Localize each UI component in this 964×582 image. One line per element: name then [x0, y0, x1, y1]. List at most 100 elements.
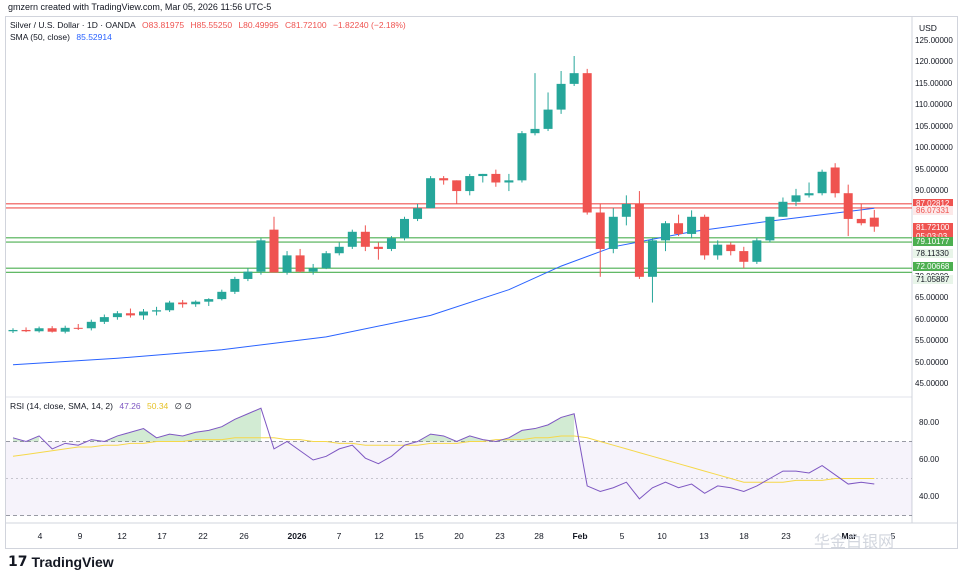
- price-tick-label: 110.00000: [915, 100, 953, 110]
- candle-body: [373, 246, 383, 249]
- time-tick-label: 23: [495, 531, 505, 541]
- ohlc-close: C81.72100: [285, 20, 327, 30]
- candle-body: [99, 317, 109, 322]
- price-tick-label: 125.00000: [915, 36, 953, 45]
- candle-body: [269, 229, 279, 273]
- candle-body: [400, 218, 409, 239]
- support-tag: 71.05887: [913, 275, 953, 285]
- sma-label: SMA (50, close): [10, 32, 70, 42]
- candle-body: [817, 171, 827, 194]
- rsi-extra: ∅ ∅: [174, 401, 192, 411]
- ohlc-low: L80.49995: [238, 20, 279, 30]
- price-tick-label: 65.00000: [915, 293, 949, 303]
- rsi-value: 47.26: [119, 401, 141, 411]
- rsi-tick-label: 40.00: [919, 492, 940, 501]
- time-tick-label: 5: [890, 531, 896, 541]
- time-tick-label: 7: [336, 531, 342, 541]
- price-tick-label: 115.00000: [915, 78, 953, 88]
- price-tick-label: 100.00000: [915, 143, 953, 153]
- rsi-line: [12, 407, 875, 500]
- candle-body: [426, 178, 436, 209]
- candle-body: [595, 212, 605, 249]
- resistance-tag: 87.02812: [913, 199, 953, 209]
- candle-body: [634, 203, 644, 277]
- candle-body: [713, 244, 723, 256]
- candle-body: [608, 216, 618, 249]
- price-tick-label: 90.00000: [915, 186, 949, 196]
- last-price-tag: 81.72100: [913, 222, 953, 232]
- symbol-title[interactable]: Silver / U.S. Dollar · 1D · OANDA: [10, 20, 136, 30]
- time-tick-label: 15: [414, 531, 424, 541]
- candle-body: [869, 217, 879, 227]
- candle-body: [452, 180, 462, 192]
- time-tick-label: 12: [374, 531, 384, 541]
- candle-body: [334, 246, 344, 254]
- countdown-tag: 05:03:03: [913, 231, 953, 241]
- resistance-tag: 86.07331: [913, 205, 953, 215]
- candle-body: [478, 173, 488, 177]
- candle-body: [621, 203, 631, 217]
- candle-body: [86, 321, 96, 329]
- tradingview-logo-icon: 17: [8, 554, 28, 570]
- time-tick-label: 13: [699, 531, 709, 541]
- candle-body: [386, 238, 396, 249]
- time-tick-label: 10: [657, 531, 667, 541]
- symbol-legend: Silver / U.S. Dollar · 1D · OANDA O83.81…: [10, 20, 410, 30]
- candle-body: [804, 193, 814, 196]
- rsi-sma-value: 50.34: [147, 401, 169, 411]
- price-tick-label: 50.00000: [915, 357, 949, 367]
- chart-frame: [5, 16, 958, 549]
- price-tick-label: 105.00000: [915, 121, 953, 131]
- time-tick-label: 9: [77, 531, 83, 541]
- candle-body: [465, 176, 475, 192]
- rsi-overbought-fill: [417, 413, 575, 442]
- candle-body: [256, 240, 266, 272]
- time-tick-label: 2026: [287, 531, 307, 541]
- tradingview-logo[interactable]: 17 TradingView: [8, 554, 114, 570]
- sma-value: 85.52914: [76, 32, 112, 42]
- rsi-legend[interactable]: RSI (14, close, SMA, 14, 2) 47.26 50.34 …: [10, 401, 196, 412]
- candle-body: [439, 178, 449, 181]
- candle-body: [556, 83, 566, 110]
- candle-body: [517, 133, 527, 181]
- price-tick-label: 55.00000: [915, 336, 949, 346]
- candle-body: [661, 223, 670, 241]
- candle-body: [778, 201, 788, 217]
- ohlc-change: −1.82240 (−2.18%): [332, 20, 406, 30]
- candle-body: [308, 268, 318, 272]
- candle-body: [504, 180, 514, 183]
- candle-body: [347, 231, 357, 247]
- candle-body: [582, 73, 592, 213]
- candle-body: [700, 216, 710, 256]
- time-tick-label: 18: [739, 531, 749, 541]
- price-tick-label: 120.00000: [915, 57, 953, 67]
- candle-body: [112, 313, 122, 318]
- tradingview-logo-text: TradingView: [31, 554, 114, 570]
- candle-body: [152, 310, 162, 312]
- candle-body: [674, 223, 684, 234]
- rsi-overbought-fill: [91, 408, 261, 442]
- time-tick-label: 23: [781, 531, 791, 541]
- candle-body: [178, 302, 188, 305]
- time-tick-label: 17: [157, 531, 167, 541]
- candle-body: [125, 313, 135, 316]
- candle-body: [230, 278, 240, 292]
- candle-body: [530, 128, 540, 134]
- time-tick-label: 26: [239, 531, 249, 541]
- rsi-label: RSI (14, close, SMA, 14, 2): [10, 401, 113, 411]
- candle-body: [752, 240, 762, 262]
- currency-label[interactable]: USD: [919, 23, 937, 33]
- sma-legend[interactable]: SMA (50, close) 85.52914: [10, 32, 116, 42]
- support-tag: 72.00668: [913, 262, 953, 272]
- support-tag: 79.10177: [913, 236, 953, 246]
- watermark: 华金白银网: [814, 534, 895, 551]
- candle-body: [543, 109, 553, 129]
- time-tick-label: 22: [198, 531, 208, 541]
- price-tick-label: 45.00000: [915, 379, 949, 388]
- price-tick-label: 60.00000: [915, 314, 949, 324]
- time-tick-label: 5: [619, 531, 625, 541]
- candle-body: [413, 208, 423, 219]
- candle-body: [856, 218, 866, 224]
- time-tick-label: Mar: [841, 531, 857, 541]
